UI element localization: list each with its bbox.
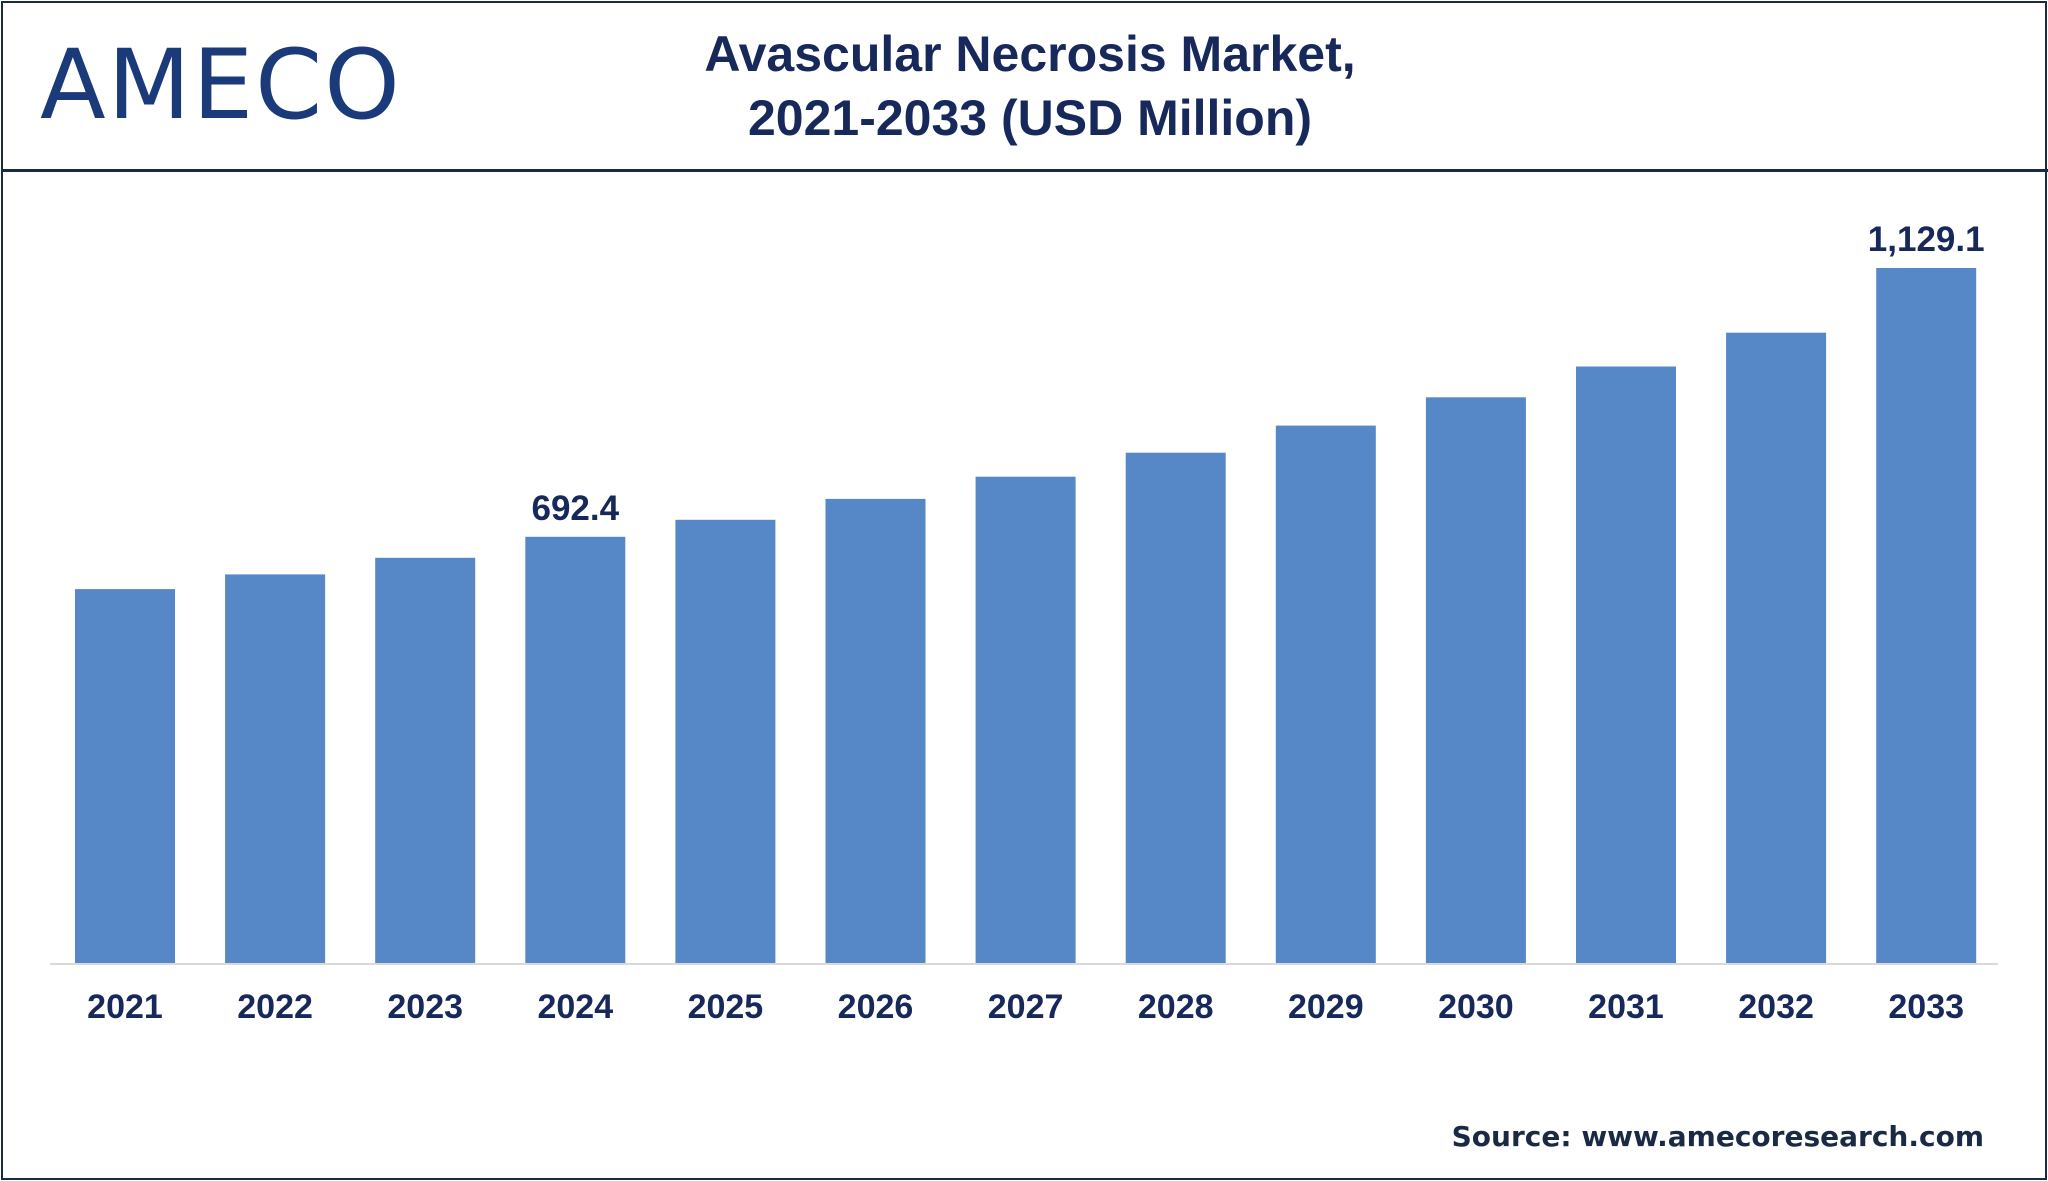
source-note: Source: www.amecoresearch.com bbox=[1451, 1120, 1984, 1153]
bar-2023 bbox=[375, 557, 476, 963]
x-tick-label-2033: 2033 bbox=[1888, 988, 1964, 1026]
x-tick-label-2023: 2023 bbox=[387, 988, 463, 1026]
x-tick-label-2029: 2029 bbox=[1288, 988, 1364, 1026]
bar-2026 bbox=[825, 498, 926, 963]
x-tick-label-2030: 2030 bbox=[1438, 988, 1514, 1026]
header-divider bbox=[3, 169, 2048, 172]
data-label-2033: 1,129.1 bbox=[1868, 220, 1985, 259]
data-label-2024: 692.4 bbox=[532, 489, 620, 528]
bar-2022 bbox=[225, 574, 326, 963]
x-tick-label-2027: 2027 bbox=[988, 988, 1064, 1026]
bar-2033 bbox=[1876, 268, 1977, 963]
bar-2029 bbox=[1275, 425, 1376, 964]
chart-title-line1: Avascular Necrosis Market, bbox=[704, 26, 1356, 82]
bar-2025 bbox=[675, 519, 776, 963]
x-tick-label-2028: 2028 bbox=[1138, 988, 1214, 1026]
bar-2027 bbox=[975, 476, 1076, 963]
bar-2031 bbox=[1576, 366, 1676, 963]
ameco-logo: AMECO bbox=[40, 30, 440, 130]
bar-2032 bbox=[1726, 332, 1827, 963]
bar-2024 bbox=[525, 536, 626, 963]
x-tick-label-2025: 2025 bbox=[688, 988, 764, 1026]
bar-2030 bbox=[1425, 397, 1526, 963]
bar-2021 bbox=[75, 589, 175, 963]
bar-2028 bbox=[1125, 452, 1226, 963]
x-tick-label-2022: 2022 bbox=[237, 988, 313, 1026]
logo-text: AMECO bbox=[40, 30, 402, 130]
x-tick-label-2032: 2032 bbox=[1738, 988, 1814, 1026]
chart-title-line2: 2021-2033 (USD Million) bbox=[747, 90, 1313, 146]
x-tick-label-2026: 2026 bbox=[838, 988, 914, 1026]
x-tick-label-2024: 2024 bbox=[537, 988, 613, 1026]
x-tick-label-2021: 2021 bbox=[87, 988, 163, 1026]
chart-title: Avascular Necrosis Market, 2021-2033 (US… bbox=[560, 22, 1500, 150]
x-tick-label-2031: 2031 bbox=[1588, 988, 1664, 1026]
